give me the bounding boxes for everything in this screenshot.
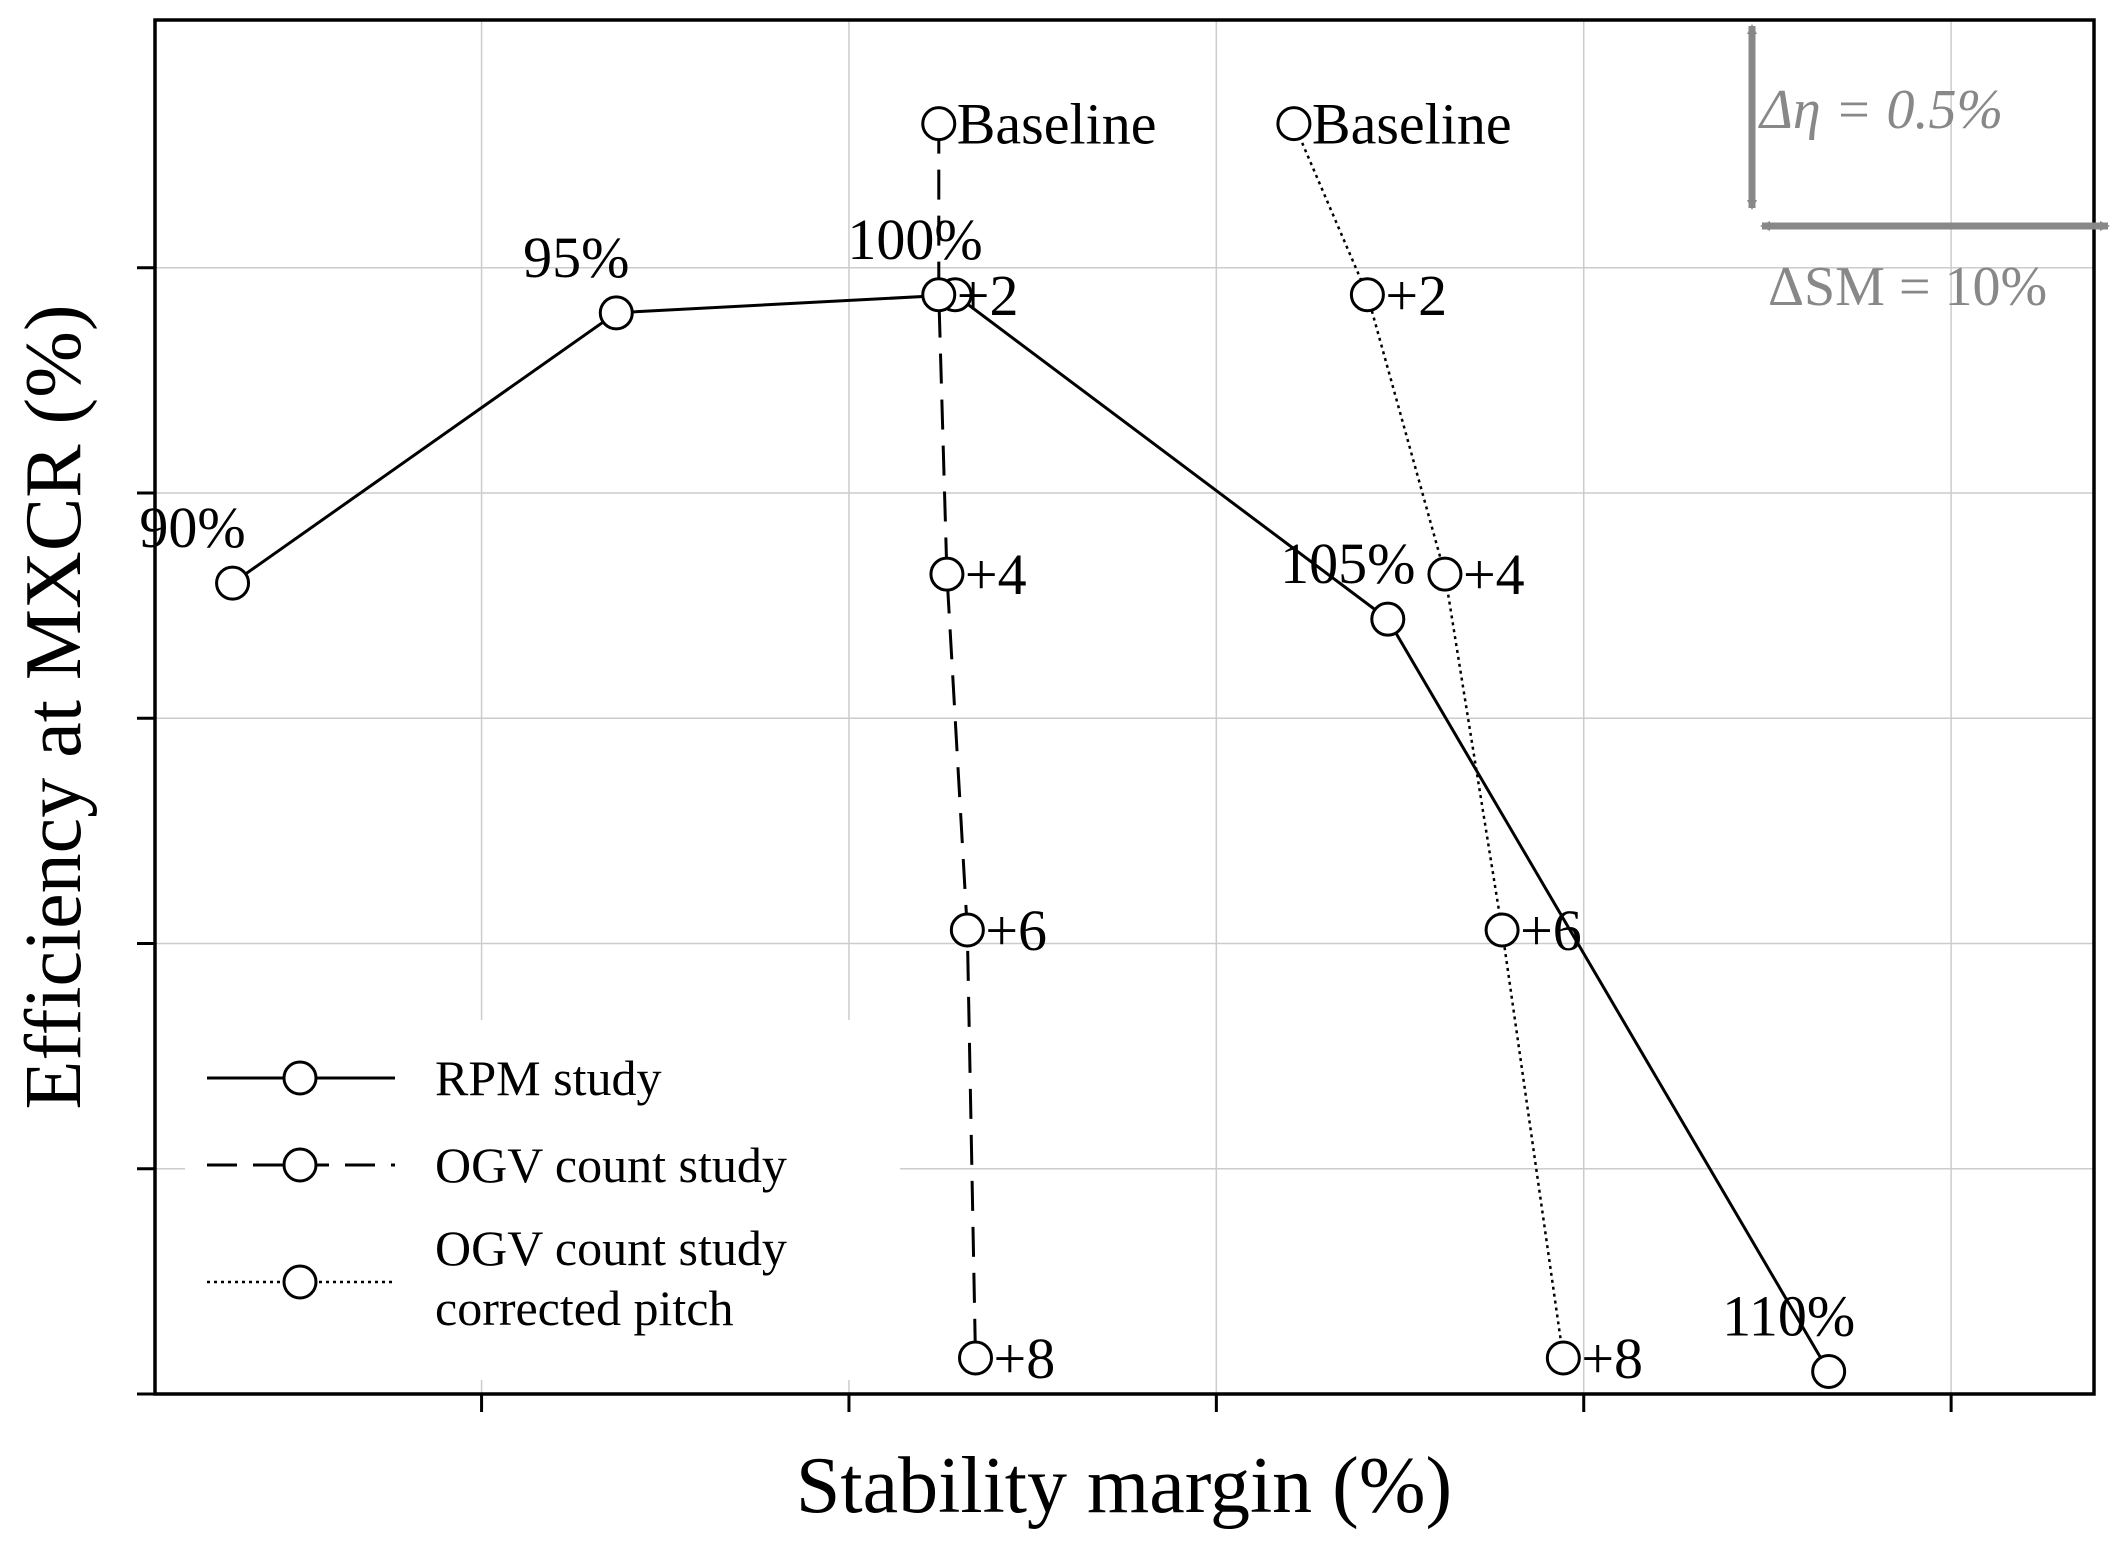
x-axis-label: Stability margin (%) xyxy=(796,1442,1452,1530)
legend-label-ogv-corrected-line2: corrected pitch xyxy=(435,1280,733,1336)
point-label: 110% xyxy=(1722,1283,1855,1348)
point-label: 90% xyxy=(139,495,245,560)
point-label: +2 xyxy=(1385,263,1447,328)
baseline-point xyxy=(921,106,957,142)
legend-label-ogv: OGV count study xyxy=(435,1137,787,1193)
legend-marker-ogv-corrected xyxy=(282,1264,318,1300)
data-point xyxy=(1484,912,1520,948)
point-labels: 90% 95% 100% 105% 110% +2 +4 +6 +8 Baseline +2 +4 +6… xyxy=(139,92,1855,1391)
efficiency-scale-label: Δη = 0.5% xyxy=(1758,79,2003,141)
point-label: +4 xyxy=(965,542,1027,607)
data-point xyxy=(929,556,965,592)
data-point xyxy=(921,277,957,313)
data-point xyxy=(1545,1340,1581,1376)
scale-annotation: Δη = 0.5% ΔSM = 10% xyxy=(1747,24,2110,318)
series-line-1 xyxy=(937,123,977,1359)
point-label: 105% xyxy=(1280,531,1415,596)
data-point xyxy=(1349,277,1385,313)
point-label: +8 xyxy=(994,1326,1056,1391)
data-point xyxy=(1276,106,1312,142)
axis-ticks xyxy=(137,266,1953,1412)
point-label: +8 xyxy=(1581,1326,1643,1391)
legend-marker-rpm xyxy=(282,1060,318,1096)
point-label: +6 xyxy=(985,898,1047,963)
legend: RPM study OGV count study OGV count stud… xyxy=(185,1020,900,1380)
sm-scale-label: ΔSM = 10% xyxy=(1768,256,2047,318)
data-point xyxy=(598,295,634,331)
point-label: +6 xyxy=(1520,898,1582,963)
legend-label-rpm: RPM study xyxy=(435,1050,661,1106)
data-point xyxy=(215,565,251,601)
baseline-point-label: Baseline xyxy=(957,92,1157,157)
data-point xyxy=(1427,556,1463,592)
legend-marker-ogv xyxy=(282,1147,318,1183)
series-markers xyxy=(215,106,1847,1389)
legend-label-ogv-corrected-line1: OGV count study xyxy=(435,1220,787,1276)
data-point xyxy=(1811,1353,1847,1389)
y-axis-label: Efficiency at MXCR (%) xyxy=(10,305,98,1110)
data-point xyxy=(949,912,985,948)
point-label: 95% xyxy=(523,225,629,290)
data-point xyxy=(1370,601,1406,637)
point-label: Baseline xyxy=(1312,92,1512,157)
point-label: +4 xyxy=(1463,542,1525,607)
data-point xyxy=(958,1340,994,1376)
point-label: 100% xyxy=(847,207,982,272)
point-label: +2 xyxy=(957,263,1019,328)
plot-frame xyxy=(153,18,2096,1396)
